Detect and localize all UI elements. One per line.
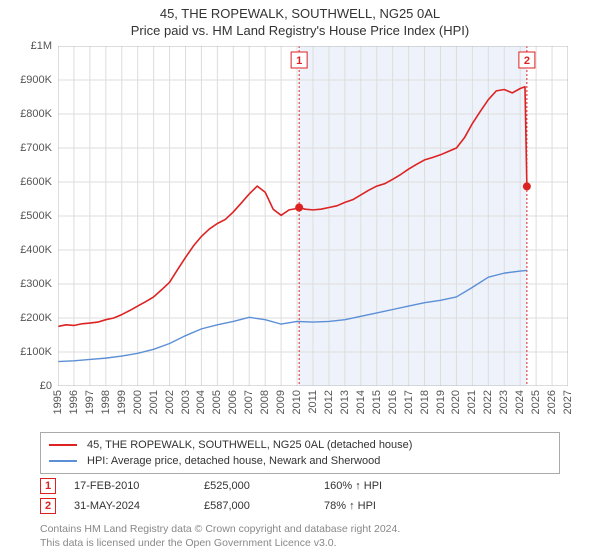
sale-pct-hpi: 78% ↑ HPI bbox=[324, 500, 454, 512]
y-tick-label: £700K bbox=[2, 142, 52, 154]
x-tick-label: 2012 bbox=[323, 390, 335, 414]
y-tick-label: £100K bbox=[2, 346, 52, 358]
x-tick-label: 2013 bbox=[339, 390, 351, 414]
x-tick-label: 2017 bbox=[403, 390, 415, 414]
legend-label: 45, THE ROPEWALK, SOUTHWELL, NG25 0AL (d… bbox=[87, 439, 412, 451]
attribution: Contains HM Land Registry data © Crown c… bbox=[40, 522, 560, 550]
legend: 45, THE ROPEWALK, SOUTHWELL, NG25 0AL (d… bbox=[40, 432, 560, 474]
svg-text:2: 2 bbox=[524, 55, 530, 67]
attribution-line: Contains HM Land Registry data © Crown c… bbox=[40, 522, 560, 536]
y-tick-label: £300K bbox=[2, 278, 52, 290]
sales-table: 1 17-FEB-2010 £525,000 160% ↑ HPI 2 31-M… bbox=[40, 476, 560, 516]
x-tick-label: 1995 bbox=[52, 390, 64, 414]
title-address: 45, THE ROPEWALK, SOUTHWELL, NG25 0AL bbox=[0, 6, 600, 21]
sale-row: 1 17-FEB-2010 £525,000 160% ↑ HPI bbox=[40, 476, 560, 496]
x-tick-label: 2007 bbox=[243, 390, 255, 414]
y-tick-label: £1M bbox=[2, 40, 52, 52]
x-tick-label: 2024 bbox=[514, 390, 526, 414]
chart-container: 45, THE ROPEWALK, SOUTHWELL, NG25 0AL Pr… bbox=[0, 0, 600, 560]
attribution-line: This data is licensed under the Open Gov… bbox=[40, 536, 560, 550]
x-tick-label: 1998 bbox=[100, 390, 112, 414]
sale-price: £587,000 bbox=[204, 500, 324, 512]
x-tick-label: 1999 bbox=[116, 390, 128, 414]
x-tick-label: 2010 bbox=[291, 390, 303, 414]
x-tick-label: 2002 bbox=[164, 390, 176, 414]
y-tick-label: £500K bbox=[2, 210, 52, 222]
x-tick-label: 2008 bbox=[259, 390, 271, 414]
sale-marker-icon: 1 bbox=[40, 478, 56, 494]
legend-item: HPI: Average price, detached house, Newa… bbox=[49, 453, 551, 469]
x-tick-label: 2019 bbox=[435, 390, 447, 414]
x-tick-label: 2016 bbox=[387, 390, 399, 414]
x-tick-label: 2001 bbox=[148, 390, 160, 414]
title-subtitle: Price paid vs. HM Land Registry's House … bbox=[0, 23, 600, 38]
titles: 45, THE ROPEWALK, SOUTHWELL, NG25 0AL Pr… bbox=[0, 0, 600, 38]
x-tick-label: 2015 bbox=[371, 390, 383, 414]
x-tick-label: 2020 bbox=[450, 390, 462, 414]
sale-price: £525,000 bbox=[204, 480, 324, 492]
x-tick-label: 2011 bbox=[307, 390, 319, 414]
legend-swatch bbox=[49, 460, 77, 462]
y-tick-label: £600K bbox=[2, 176, 52, 188]
x-tick-label: 2025 bbox=[530, 390, 542, 414]
sale-date: 17-FEB-2010 bbox=[74, 480, 204, 492]
sale-pct-hpi: 160% ↑ HPI bbox=[324, 480, 454, 492]
legend-label: HPI: Average price, detached house, Newa… bbox=[87, 455, 380, 467]
sale-row: 2 31-MAY-2024 £587,000 78% ↑ HPI bbox=[40, 496, 560, 516]
x-tick-label: 2022 bbox=[482, 390, 494, 414]
x-tick-label: 2018 bbox=[419, 390, 431, 414]
x-tick-label: 2004 bbox=[195, 390, 207, 414]
y-tick-label: £900K bbox=[2, 74, 52, 86]
x-tick-label: 2023 bbox=[498, 390, 510, 414]
x-tick-label: 2006 bbox=[227, 390, 239, 414]
sale-date: 31-MAY-2024 bbox=[74, 500, 204, 512]
x-tick-label: 2027 bbox=[562, 390, 574, 414]
y-tick-label: £0 bbox=[2, 380, 52, 392]
legend-item: 45, THE ROPEWALK, SOUTHWELL, NG25 0AL (d… bbox=[49, 437, 551, 453]
x-tick-label: 2026 bbox=[546, 390, 558, 414]
x-tick-label: 1997 bbox=[84, 390, 96, 414]
y-tick-label: £200K bbox=[2, 312, 52, 324]
x-tick-label: 2000 bbox=[132, 390, 144, 414]
y-tick-label: £800K bbox=[2, 108, 52, 120]
chart-svg: 12 bbox=[58, 46, 568, 386]
x-tick-label: 2009 bbox=[275, 390, 287, 414]
x-tick-label: 2005 bbox=[211, 390, 223, 414]
legend-swatch bbox=[49, 444, 77, 446]
x-tick-label: 2003 bbox=[180, 390, 192, 414]
sale-marker-icon: 2 bbox=[40, 498, 56, 514]
x-tick-label: 2014 bbox=[355, 390, 367, 414]
chart-area: 12 £0£100K£200K£300K£400K£500K£600K£700K… bbox=[58, 46, 568, 386]
x-tick-label: 1996 bbox=[68, 390, 80, 414]
y-tick-label: £400K bbox=[2, 244, 52, 256]
x-tick-label: 2021 bbox=[466, 390, 478, 414]
svg-text:1: 1 bbox=[296, 55, 302, 67]
